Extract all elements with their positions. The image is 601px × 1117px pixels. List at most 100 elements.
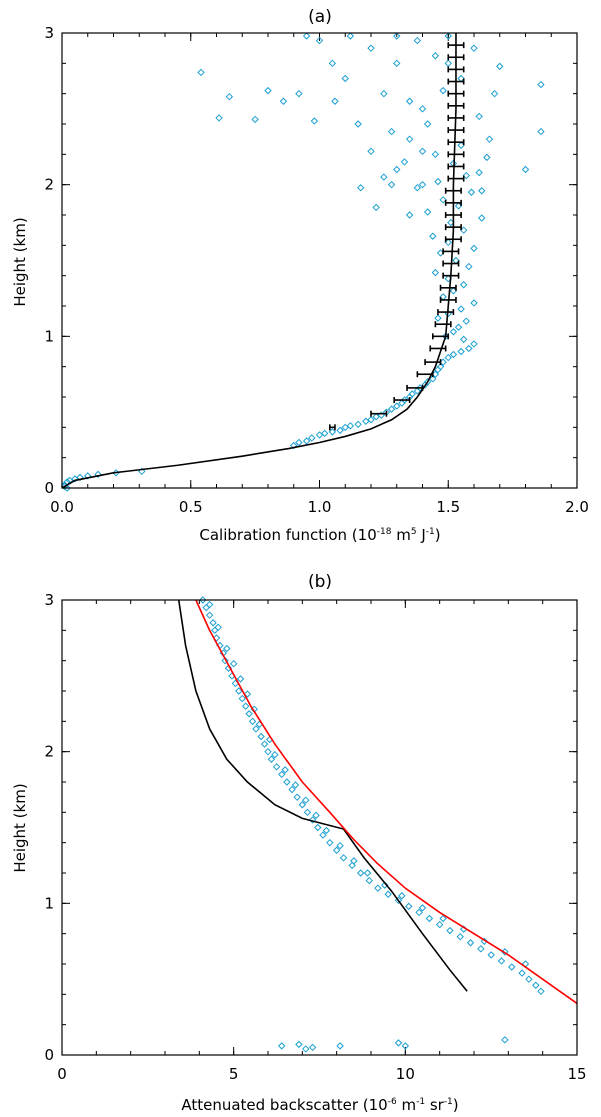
panel-a-error-bar [442, 260, 460, 267]
panel-a-ytick-label: 0 [44, 479, 54, 497]
panel-a-data-point [478, 214, 486, 222]
panel-b-data-point [356, 869, 365, 877]
panel-b-model-line [195, 599, 578, 1005]
panel-b-xtick-label: 10 [396, 1065, 415, 1083]
panel-b-fit-line [177, 599, 468, 992]
panel-a-data-point [380, 173, 388, 181]
panel-b-data-point [525, 975, 533, 983]
panel-b-xtick-label: 15 [567, 1065, 586, 1083]
panel-a-xtick-label: 0.5 [179, 498, 203, 516]
panel-b-data-point [532, 981, 540, 989]
panel-a-data-point [320, 429, 329, 438]
panel-b-data-point [223, 644, 231, 653]
panel-a-data-point [483, 153, 491, 162]
panel-a-data-point [478, 187, 486, 195]
panel-a-error-bar [439, 284, 457, 291]
panel-b-data-point [236, 675, 245, 683]
panel-a-data-point [457, 347, 465, 356]
panel-a-error-bar [442, 272, 460, 279]
panel-a-data-point [308, 434, 316, 442]
panel-b-ytick-label: 2 [44, 743, 54, 761]
panel-a-data-point [356, 183, 365, 192]
panel-b-data-point [229, 659, 238, 668]
panel-a-data-point [279, 97, 288, 105]
panel-b-data-point [267, 755, 276, 763]
panel-a-data-point [405, 135, 414, 143]
panel-b-data-point [283, 778, 291, 786]
panel-b-ytick-label: 0 [44, 1046, 54, 1064]
panel-a-data-point [449, 328, 458, 336]
panel-a-data-point [470, 244, 478, 253]
panel-a-data-point [251, 115, 259, 124]
panel-a-data-point [76, 473, 84, 482]
panel-a-data-point [475, 112, 483, 121]
panel-a-data-point [413, 36, 422, 45]
panel-b-data-point [439, 914, 447, 923]
panel-a-data-point [459, 335, 468, 344]
panel-a-data-point [431, 52, 440, 60]
panel-a-data-point [225, 92, 234, 101]
panel-a-data-point [431, 268, 440, 277]
panel-a-error-bar [434, 321, 452, 328]
panel-a-data-point [310, 117, 319, 125]
panel-b-data-point [456, 932, 464, 941]
panel-b-data-point [350, 857, 358, 865]
panel-b-data-point [425, 914, 434, 923]
panel-b-data-point [243, 690, 252, 698]
panel-b-ytick-label: 1 [44, 894, 54, 912]
panel-b-data-point [480, 937, 489, 945]
panel-a-data-point [454, 323, 463, 331]
panel-a-error-bar [424, 359, 442, 366]
panel-a-data-point [521, 165, 530, 174]
panel-a-data-point [444, 59, 452, 68]
panel-b-data-point [281, 766, 289, 774]
panel-b-data-point [339, 854, 348, 862]
panel-a-error-bar [444, 212, 462, 218]
panel-a-data-point [462, 171, 470, 180]
panel-b-data-point [405, 902, 413, 911]
panel-b-data-point [508, 963, 516, 971]
panel-a-data-point [393, 402, 401, 410]
panel-b-data-point [348, 861, 356, 870]
panel-b-data-point [446, 926, 454, 935]
panel-a-data-point [423, 208, 432, 216]
panel-a-data-point [387, 180, 396, 189]
panel-b-data-point [466, 939, 475, 947]
panel-b-data-point [319, 831, 327, 839]
panel-a-data-point [264, 86, 272, 95]
panel-a-data-point [475, 168, 483, 177]
panel-a-data-point [315, 36, 324, 45]
panel-b-data-point [332, 846, 341, 854]
panel-a-data-point [467, 188, 476, 196]
panel-a-data-point [346, 32, 355, 40]
panel-b-data-point [374, 884, 382, 892]
panel-a-data-point [429, 232, 437, 240]
panel-b-data-point [238, 694, 246, 703]
panel-a-data-point [84, 472, 92, 480]
panel-b-data-point [398, 892, 406, 900]
panel-b-data-point [308, 816, 317, 824]
panel-a-data-point [341, 74, 349, 83]
panel-a-data-point [434, 314, 442, 322]
panel-b-data-point [272, 763, 281, 771]
panel-b-data-point [487, 951, 495, 959]
panel-a: (a) 0.0 0.5 1.0 1.5 2.0 0 1 2 3 Height (km) Cali… [11, 7, 589, 544]
panel-a-ylabel: Height (km) [11, 217, 29, 306]
panel-a-error-bar [447, 42, 465, 49]
panel-a-error-bar [447, 175, 465, 182]
panel-a-data-point [457, 305, 465, 313]
panel-a-error-bar [444, 199, 462, 206]
panel-a-error-bar [328, 424, 336, 431]
panel-b-data-point [322, 826, 331, 835]
panel-a-error-bar [437, 309, 455, 316]
panel-b-data-point [260, 740, 269, 748]
panel-a-data-point [439, 86, 447, 95]
panel-b-data-point [264, 747, 272, 756]
panel-a-error-bar [370, 410, 388, 417]
panel-a-error-bar [431, 333, 450, 340]
panel-a-error-bar [447, 151, 465, 158]
panel-b-data-point [415, 908, 423, 917]
panel-a-data-point [465, 344, 473, 353]
panel-b-data-point [241, 702, 250, 710]
panel-b-data-point [314, 823, 322, 832]
